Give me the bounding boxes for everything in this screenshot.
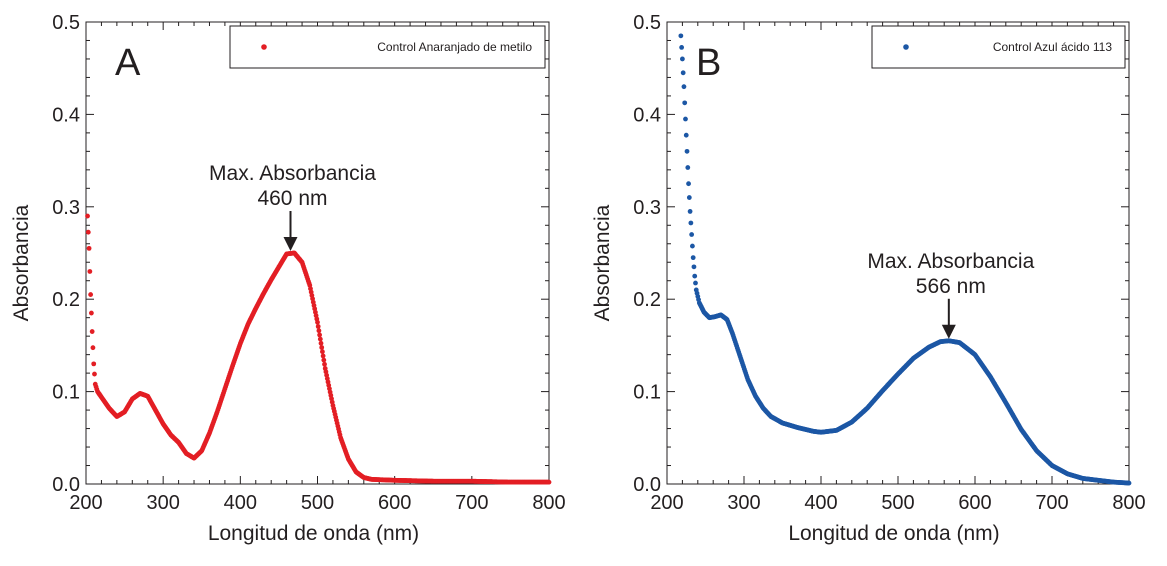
- data-point: [316, 328, 322, 334]
- x-tick-label: 600: [958, 492, 991, 514]
- data-point: [89, 329, 95, 334]
- x-axis-label: Longitud de onda (nm): [208, 522, 419, 545]
- x-axis-label-main: Longitud de onda: [208, 522, 376, 545]
- data-point: [684, 148, 690, 154]
- data-point: [546, 479, 552, 485]
- data-point: [92, 371, 97, 377]
- x-tick-label: 800: [532, 492, 565, 514]
- data-point: [688, 220, 694, 226]
- legend-box: [871, 25, 1126, 69]
- data-point: [1126, 480, 1132, 486]
- y-tick-label: 0.3: [633, 197, 661, 219]
- panel-b: 200 300 400 500 600 700 800 0.0 0.1 0.2 0.3 0.4 0.5 L…: [591, 12, 1146, 545]
- data-point: [691, 264, 697, 270]
- x-tick-label: 300: [727, 492, 760, 514]
- y-tick-label: 0.0: [52, 474, 80, 496]
- data-point: [686, 195, 692, 200]
- annotation-arrow-head: [283, 237, 298, 251]
- data-point: [690, 255, 696, 261]
- x-axis-label: Longitud de onda (nm): [788, 522, 999, 545]
- data-point: [87, 269, 93, 274]
- annotation-line2: 566 nm: [916, 275, 986, 298]
- data-point: [679, 45, 685, 50]
- y-tick-label: 0.5: [52, 12, 80, 34]
- data-point: [322, 361, 327, 367]
- y-axis-label: Absorbancia: [10, 204, 33, 321]
- x-tick-label: 400: [804, 492, 837, 514]
- y-tick-label: 0.0: [633, 474, 661, 496]
- legend-marker: [903, 44, 909, 50]
- data-point: [85, 229, 91, 235]
- x-tick-label: 700: [1035, 492, 1068, 514]
- x-tick-label: 200: [650, 492, 683, 514]
- annotation-line1: Max. Absorbancia: [867, 250, 1034, 273]
- x-tick-label: 400: [224, 492, 257, 514]
- panel-a: 200 300 400 500 600 700 800 0.0 0.1 0.2 0.3 0.4 0.5 L…: [10, 12, 566, 545]
- data-point: [321, 357, 327, 363]
- x-tick-label: 500: [301, 492, 334, 514]
- data-point: [686, 181, 691, 187]
- data-point: [678, 33, 684, 39]
- panel-letter: B: [696, 42, 721, 84]
- x-axis-label-unit: (nm): [376, 522, 419, 545]
- y-tick-label: 0.4: [633, 104, 661, 126]
- x-tick-label: 500: [881, 492, 914, 514]
- y-tick-label: 0.3: [52, 197, 80, 219]
- x-tick-label: 800: [1112, 492, 1145, 514]
- data-point: [91, 361, 97, 367]
- panel-letter: A: [115, 42, 141, 84]
- data-point: [320, 353, 326, 359]
- y-tick-label: 0.5: [633, 12, 661, 34]
- x-tick-label: 200: [69, 492, 102, 514]
- data-point: [692, 273, 698, 279]
- data-point: [685, 165, 691, 170]
- data-series: [678, 33, 1132, 486]
- x-tick-label: 300: [146, 492, 179, 514]
- data-point: [317, 332, 322, 338]
- data-point: [693, 280, 698, 286]
- legend-box: [229, 25, 546, 69]
- x-axis-label-unit: (nm): [956, 522, 999, 545]
- data-point: [680, 70, 686, 76]
- data-point: [681, 84, 687, 90]
- data-point: [682, 100, 688, 106]
- data-point: [683, 116, 688, 122]
- y-tick-label: 0.1: [52, 382, 80, 404]
- y-tick-label: 0.4: [52, 104, 80, 126]
- data-point: [690, 243, 695, 249]
- legend-entry: Control Azul ácido 113: [993, 40, 1113, 54]
- data-point: [318, 340, 324, 346]
- data-point: [315, 319, 320, 325]
- data-point: [319, 345, 325, 350]
- data-point: [86, 245, 92, 251]
- data-series: [85, 213, 552, 485]
- data-point: [89, 310, 94, 316]
- data-point: [317, 336, 323, 342]
- y-tick-label: 0.2: [52, 289, 80, 311]
- data-point: [320, 349, 325, 355]
- data-point: [687, 209, 693, 214]
- annotation-line2: 460 nm: [257, 187, 327, 210]
- annotation-arrow-head: [941, 324, 956, 339]
- data-point: [88, 292, 94, 297]
- data-point: [683, 132, 689, 138]
- data-point: [90, 345, 96, 351]
- data-point: [85, 213, 90, 219]
- legend-marker: [261, 44, 267, 50]
- y-tick-label: 0.1: [633, 382, 661, 404]
- x-tick-label: 700: [455, 492, 488, 514]
- y-axis-label: Absorbancia: [591, 204, 614, 321]
- data-point: [680, 56, 685, 62]
- x-tick-label: 600: [378, 492, 411, 514]
- data-point: [315, 324, 321, 329]
- x-axis-label-main: Longitud de onda: [788, 522, 956, 545]
- annotation-line1: Max. Absorbancia: [209, 162, 376, 185]
- data-point: [689, 232, 695, 237]
- legend-entry: Control Anaranjado de metilo: [377, 40, 532, 54]
- y-tick-label: 0.2: [633, 289, 661, 311]
